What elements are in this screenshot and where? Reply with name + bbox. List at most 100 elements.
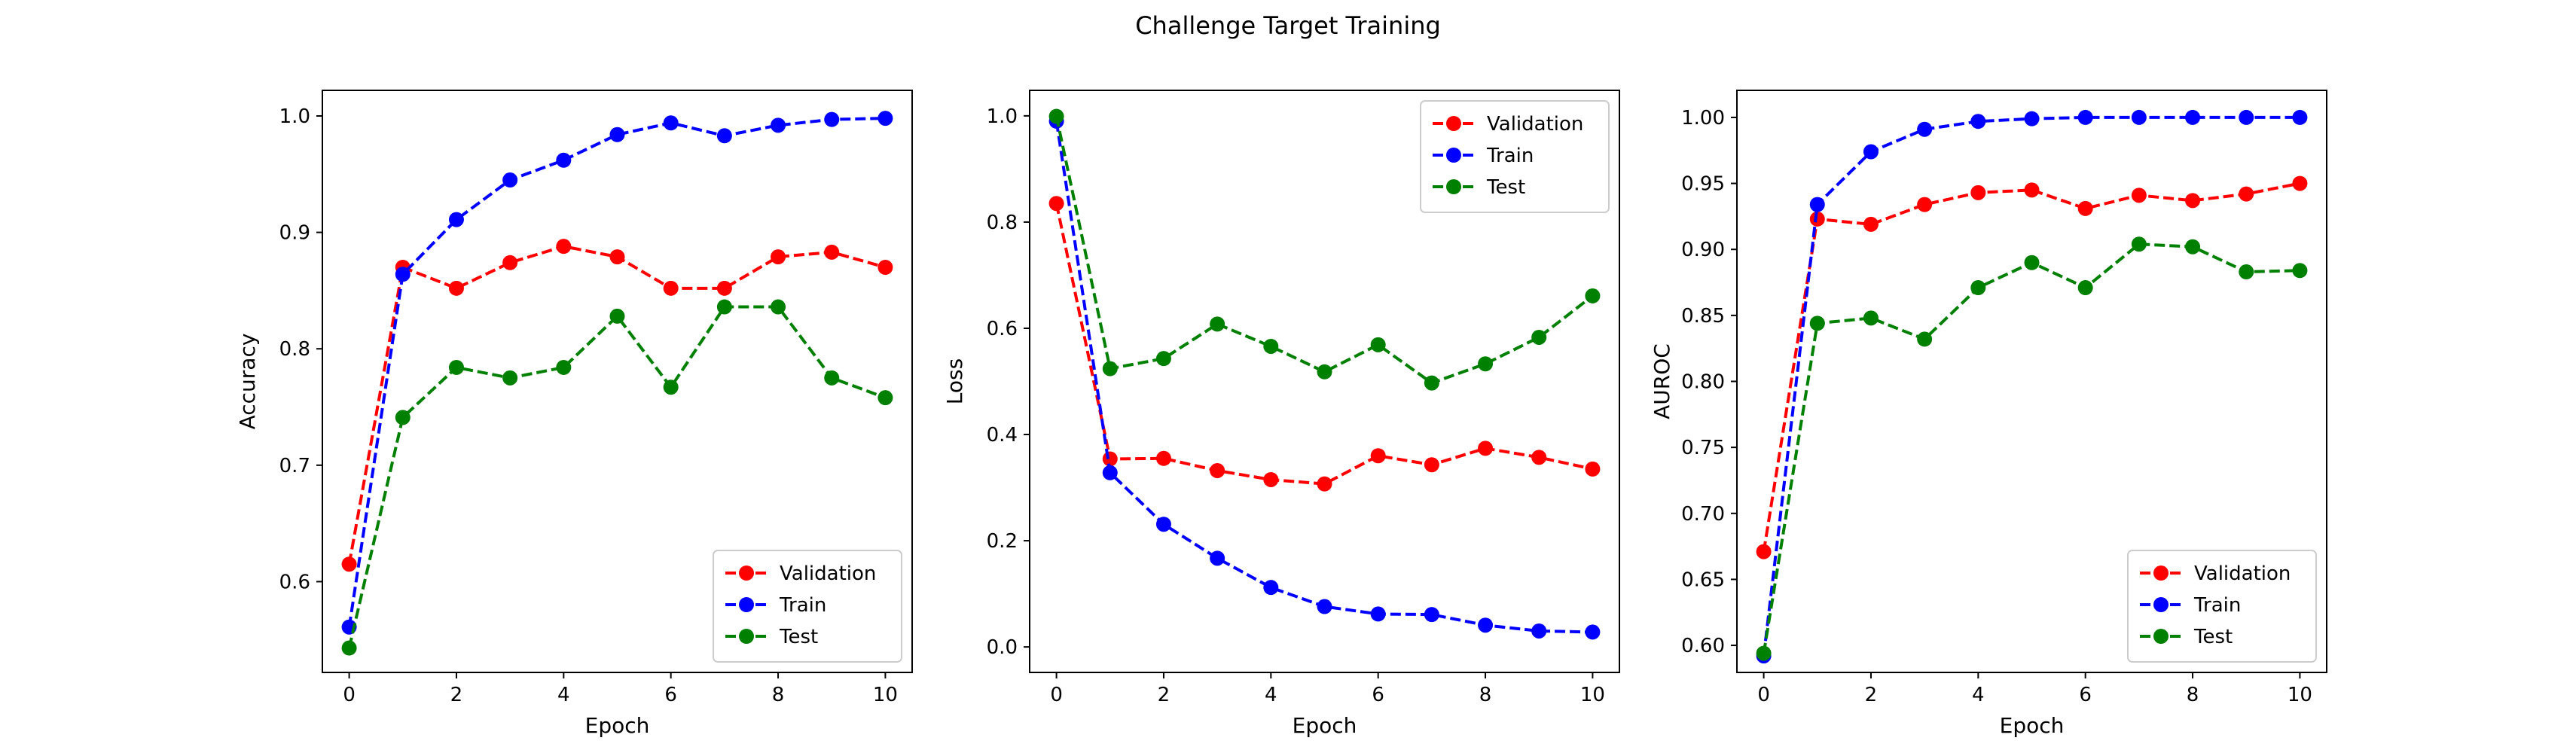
x-tick-label: 2 — [1865, 684, 1878, 706]
x-tick-label: 6 — [2079, 684, 2092, 706]
data-point-validation — [716, 280, 732, 296]
x-axis-label: Epoch — [585, 713, 650, 738]
data-point-validation — [1155, 450, 1171, 466]
chart-panel-loss: 0 2 4 6 8 10 0.0 0.2 0.4 0.6 0.8 1.0 Epoch Loss Valida… — [942, 90, 1620, 738]
data-point-validation — [1917, 197, 1933, 212]
data-point-test — [716, 299, 732, 315]
data-point-test — [556, 359, 572, 375]
data-point-test — [1809, 316, 1825, 331]
y-tick-label: 1.00 — [1681, 107, 1725, 130]
data-point-train — [1263, 580, 1279, 596]
data-point-train — [609, 127, 625, 142]
legend-label-validation: Validation — [2194, 562, 2291, 585]
y-tick-label: 0.75 — [1681, 437, 1725, 459]
legend-label-train: Train — [1486, 145, 1534, 167]
data-point-validation — [1210, 462, 1225, 478]
data-point-test — [1102, 361, 1118, 376]
data-point-validation — [877, 259, 893, 275]
y-tick-label: 1.0 — [987, 105, 1018, 128]
data-point-train — [1585, 624, 1601, 640]
data-point-train — [2077, 109, 2093, 125]
data-point-validation — [1424, 457, 1439, 473]
x-tick-label: 10 — [2288, 684, 2312, 706]
data-point-train — [2024, 111, 2040, 127]
data-point-train — [2131, 109, 2147, 125]
data-point-train — [1970, 114, 1986, 130]
series-test — [1756, 236, 2308, 661]
y-tick-label: 0.90 — [1681, 239, 1725, 261]
y-tick-label: 0.6 — [987, 318, 1018, 340]
chart-panel-auroc: 0 2 4 6 8 10 0.60 0.65 0.70 0.75 0.80 0.85 0.90 0.95 1… — [1650, 90, 2327, 738]
data-point-test — [1263, 338, 1279, 354]
y-tick-label: 0.70 — [1681, 503, 1725, 526]
chart-panel-accuracy: 0 2 4 6 8 10 0.6 0.7 0.8 0.9 1.0 Epoch Accuracy Valid… — [235, 90, 913, 738]
data-point-validation — [1531, 450, 1547, 465]
legend-marker-validation — [1446, 116, 1461, 131]
series-test — [341, 299, 893, 656]
y-axis-label: Loss — [942, 358, 967, 404]
series-line-validation — [1762, 181, 2300, 552]
data-point-test — [1756, 645, 1772, 661]
data-point-validation — [1478, 441, 1494, 456]
series-line-test — [1055, 116, 1594, 385]
data-point-validation — [663, 280, 679, 296]
data-point-test — [663, 380, 679, 395]
x-tick-label: 4 — [1265, 684, 1277, 706]
legend-marker-validation — [2153, 566, 2169, 581]
data-point-validation — [2185, 193, 2201, 209]
series-train — [341, 111, 893, 635]
data-point-test — [2239, 264, 2254, 280]
data-point-train — [1531, 623, 1547, 639]
data-point-validation — [2077, 200, 2093, 216]
legend-label-test: Test — [2193, 626, 2233, 648]
data-point-validation — [2131, 187, 2147, 203]
legend-marker-train — [739, 597, 754, 612]
data-point-train — [1370, 606, 1386, 622]
x-tick-label: 8 — [772, 684, 785, 706]
data-point-validation — [1585, 461, 1601, 477]
legend-marker-train — [1446, 148, 1461, 163]
x-tick-label: 4 — [557, 684, 570, 706]
x-axis-label: Epoch — [1293, 713, 1357, 738]
y-tick-label: 0.7 — [279, 455, 310, 477]
series-test — [1048, 108, 1601, 391]
data-point-validation — [771, 249, 786, 265]
data-point-validation — [341, 556, 357, 572]
x-tick-label: 4 — [1972, 684, 1985, 706]
y-tick-label: 0.85 — [1681, 305, 1725, 328]
legend: Validation Train Test — [713, 550, 902, 663]
data-point-test — [2024, 255, 2040, 270]
data-point-validation — [1263, 471, 1279, 487]
data-point-test — [2131, 236, 2147, 252]
data-point-test — [1478, 356, 1494, 372]
data-point-validation — [1317, 476, 1332, 492]
legend-marker-test — [739, 629, 754, 644]
data-point-test — [771, 299, 786, 315]
plot-frame — [1736, 90, 2327, 673]
x-tick-label: 6 — [1372, 684, 1384, 706]
data-point-train — [395, 267, 411, 282]
data-point-test — [1155, 351, 1171, 367]
data-point-test — [824, 370, 840, 386]
data-point-train — [1863, 144, 1879, 160]
series-validation — [1048, 196, 1601, 492]
y-tick-label: 0.2 — [987, 530, 1018, 553]
data-point-train — [877, 111, 893, 127]
data-point-train — [663, 115, 679, 131]
x-tick-label: 2 — [450, 684, 463, 706]
data-point-test — [2077, 280, 2093, 296]
y-tick-label: 0.9 — [279, 222, 310, 245]
data-point-validation — [1048, 196, 1064, 212]
data-point-test — [1585, 288, 1601, 303]
y-tick-label: 0.80 — [1681, 371, 1725, 394]
data-point-test — [877, 390, 893, 406]
data-point-test — [2185, 239, 2201, 255]
data-point-test — [341, 640, 357, 656]
legend-box — [2127, 550, 2317, 663]
data-point-test — [502, 370, 518, 386]
data-point-test — [609, 308, 625, 324]
x-tick-label: 6 — [664, 684, 677, 706]
data-point-train — [1155, 517, 1171, 532]
legend-marker-train — [2153, 597, 2169, 612]
